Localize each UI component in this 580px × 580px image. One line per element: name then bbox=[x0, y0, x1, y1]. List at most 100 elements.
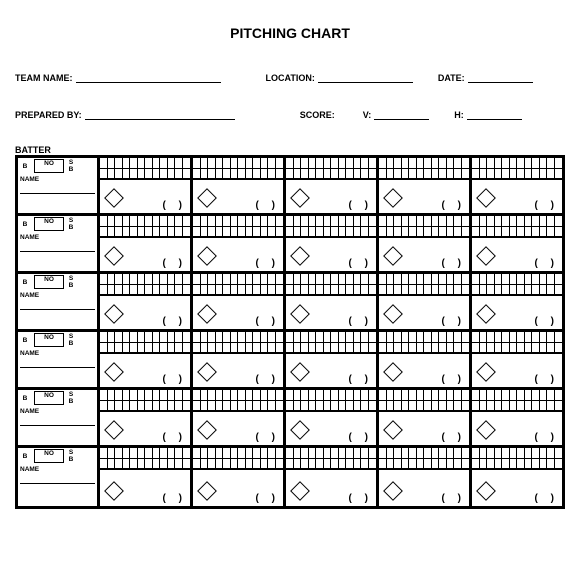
diamond-icon bbox=[383, 481, 403, 501]
h-field: H: bbox=[454, 108, 522, 120]
no-box[interactable]: NO bbox=[34, 391, 64, 405]
sb-label: SB bbox=[66, 217, 76, 231]
pitch-cell: ( ) bbox=[100, 216, 193, 271]
pitch-grid[interactable] bbox=[100, 448, 190, 470]
pitch-grid[interactable] bbox=[472, 274, 562, 296]
pitch-grid[interactable] bbox=[193, 390, 283, 412]
pitch-bottom: ( ) bbox=[379, 238, 469, 271]
team-name-field: TEAM NAME: bbox=[15, 71, 221, 83]
pitch-grid[interactable] bbox=[379, 448, 469, 470]
team-name-line[interactable] bbox=[76, 71, 221, 83]
pitch-grid[interactable] bbox=[379, 158, 469, 180]
pitch-cell: ( ) bbox=[193, 158, 286, 213]
pitch-grid[interactable] bbox=[379, 390, 469, 412]
pitch-grid[interactable] bbox=[193, 274, 283, 296]
no-box[interactable]: NO bbox=[34, 159, 64, 173]
paren-label: ( ) bbox=[163, 493, 187, 504]
pitch-bottom: ( ) bbox=[100, 412, 190, 445]
sb-label: SB bbox=[66, 449, 76, 463]
diamond-icon bbox=[476, 188, 496, 208]
h-line[interactable] bbox=[467, 108, 522, 120]
date-field: DATE: bbox=[438, 71, 533, 83]
diamond-icon bbox=[476, 246, 496, 266]
pitch-grid[interactable] bbox=[472, 158, 562, 180]
pitch-grid[interactable] bbox=[286, 332, 376, 354]
name-label: NAME bbox=[18, 348, 97, 357]
pitch-grid[interactable] bbox=[379, 332, 469, 354]
pitch-grid[interactable] bbox=[100, 274, 190, 296]
diamond-icon bbox=[290, 188, 310, 208]
pitch-bottom: ( ) bbox=[193, 238, 283, 271]
pitch-grid[interactable] bbox=[286, 216, 376, 238]
pitch-bottom: ( ) bbox=[286, 238, 376, 271]
paren-label: ( ) bbox=[442, 258, 466, 269]
pitch-bottom: ( ) bbox=[100, 180, 190, 213]
no-box[interactable]: NO bbox=[34, 449, 64, 463]
page-title: PITCHING CHART bbox=[15, 25, 565, 41]
pitch-grid[interactable] bbox=[286, 390, 376, 412]
no-box[interactable]: NO bbox=[34, 275, 64, 289]
table-row: BNOSBNAME( )( )( )( )( ) bbox=[18, 274, 562, 332]
pitch-grid[interactable] bbox=[286, 448, 376, 470]
location-line[interactable] bbox=[318, 71, 413, 83]
pitch-grid[interactable] bbox=[100, 390, 190, 412]
b-label: B bbox=[18, 221, 32, 228]
paren-label: ( ) bbox=[535, 493, 559, 504]
pitch-grid[interactable] bbox=[193, 448, 283, 470]
pitch-cell: ( ) bbox=[193, 448, 286, 506]
table-row: BNOSBNAME( )( )( )( )( ) bbox=[18, 158, 562, 216]
name-line[interactable] bbox=[20, 185, 95, 194]
name-line[interactable] bbox=[20, 243, 95, 252]
pitch-grid[interactable] bbox=[379, 216, 469, 238]
pitch-grid[interactable] bbox=[193, 216, 283, 238]
pitch-cell: ( ) bbox=[100, 332, 193, 387]
pitch-cell: ( ) bbox=[379, 390, 472, 445]
no-box[interactable]: NO bbox=[34, 333, 64, 347]
pitch-grid[interactable] bbox=[100, 332, 190, 354]
pitch-grid[interactable] bbox=[379, 274, 469, 296]
diamond-icon bbox=[383, 362, 403, 382]
name-label: NAME bbox=[18, 232, 97, 241]
diamond-icon bbox=[290, 362, 310, 382]
pitch-grid[interactable] bbox=[472, 390, 562, 412]
pitch-grid[interactable] bbox=[472, 448, 562, 470]
pitch-bottom: ( ) bbox=[193, 296, 283, 329]
pitch-bottom: ( ) bbox=[286, 180, 376, 213]
pitch-grid[interactable] bbox=[286, 274, 376, 296]
pitch-bottom: ( ) bbox=[286, 412, 376, 445]
diamond-icon bbox=[104, 362, 124, 382]
v-line[interactable] bbox=[374, 108, 429, 120]
table-row: BNOSBNAME( )( )( )( )( ) bbox=[18, 390, 562, 448]
name-line[interactable] bbox=[20, 475, 95, 484]
paren-label: ( ) bbox=[256, 374, 280, 385]
diamond-icon bbox=[383, 420, 403, 440]
pitch-grid[interactable] bbox=[100, 158, 190, 180]
prepared-by-line[interactable] bbox=[85, 108, 235, 120]
location-field: LOCATION: bbox=[266, 71, 413, 83]
paren-label: ( ) bbox=[256, 258, 280, 269]
batter-cell: BNOSBNAME bbox=[18, 158, 100, 213]
no-box[interactable]: NO bbox=[34, 217, 64, 231]
name-line[interactable] bbox=[20, 301, 95, 310]
pitch-grid[interactable] bbox=[286, 158, 376, 180]
pitch-bottom: ( ) bbox=[379, 296, 469, 329]
name-label: NAME bbox=[18, 464, 97, 473]
pitch-bottom: ( ) bbox=[379, 412, 469, 445]
diamond-icon bbox=[104, 304, 124, 324]
prepared-by-label: PREPARED BY: bbox=[15, 110, 82, 120]
paren-label: ( ) bbox=[535, 432, 559, 443]
pitch-cell: ( ) bbox=[100, 158, 193, 213]
pitch-cell: ( ) bbox=[472, 216, 562, 271]
name-line[interactable] bbox=[20, 417, 95, 426]
paren-label: ( ) bbox=[163, 316, 187, 327]
batter-header: BATTER bbox=[15, 145, 565, 155]
main-table: BNOSBNAME( )( )( )( )( )BNOSBNAME( )( )(… bbox=[15, 155, 565, 509]
pitch-grid[interactable] bbox=[100, 216, 190, 238]
name-line[interactable] bbox=[20, 359, 95, 368]
pitch-grid[interactable] bbox=[193, 332, 283, 354]
pitch-grid[interactable] bbox=[472, 332, 562, 354]
pitch-grid[interactable] bbox=[472, 216, 562, 238]
date-line[interactable] bbox=[468, 71, 533, 83]
pitch-grid[interactable] bbox=[193, 158, 283, 180]
pitch-cell: ( ) bbox=[100, 274, 193, 329]
